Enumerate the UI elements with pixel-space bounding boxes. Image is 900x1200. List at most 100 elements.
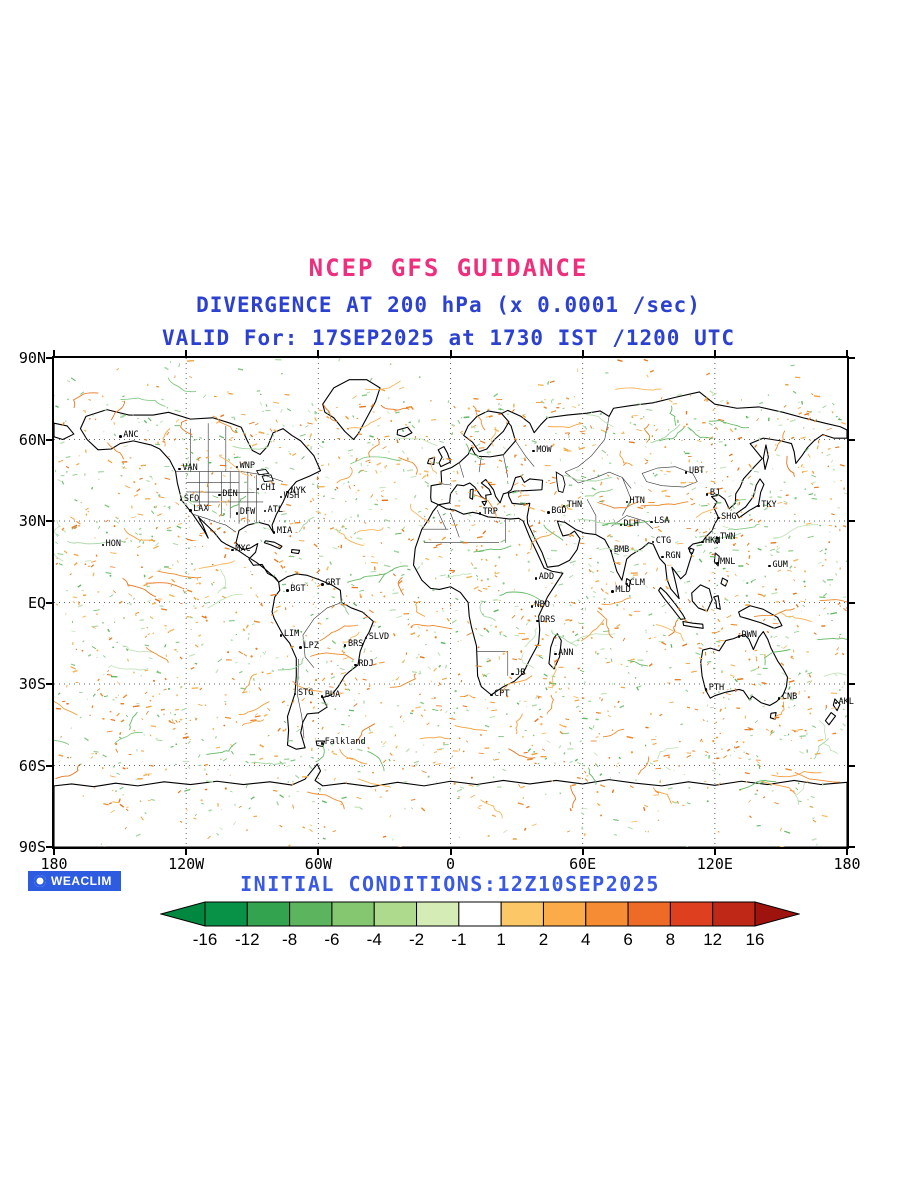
initial-conditions-label: INITIAL CONDITIONS:12Z10SEP2025 <box>240 872 660 896</box>
coastline-java <box>683 622 703 629</box>
coastline-north-america <box>80 410 320 583</box>
caspian-sea <box>556 472 565 492</box>
coastline-africa <box>413 505 562 695</box>
gridlines <box>54 358 847 847</box>
coastline-cuba <box>264 541 282 549</box>
coastline-scandinavia <box>464 411 509 452</box>
axis-tick <box>185 350 188 356</box>
colorbar-scale <box>160 901 800 927</box>
coastline-sakhalin <box>763 445 768 469</box>
axis-tick <box>46 764 52 767</box>
colorbar-segment <box>500 901 544 927</box>
divergence-speckles <box>54 358 847 847</box>
colorbar-tick-label: 8 <box>665 930 676 949</box>
axis-tick <box>53 849 55 855</box>
colorbar-segment <box>669 901 714 927</box>
colorbar-tick-label: -16 <box>192 930 218 949</box>
coastline-sardinia <box>470 489 473 499</box>
colorbar-tick-label: -2 <box>408 930 425 949</box>
colorbar-segment <box>585 901 629 927</box>
axis-tick <box>849 520 855 522</box>
colorbar-segment <box>542 901 587 927</box>
colorbar-segment <box>416 901 460 927</box>
lon-axis-label: 180 <box>833 855 861 873</box>
axis-tick <box>449 350 452 356</box>
weaclim-logo-badge: WEACLIM <box>28 871 121 891</box>
colorbar-tick-label: -4 <box>366 930 382 949</box>
page-title: NCEP GFS GUIDANCE <box>308 254 589 282</box>
colorbar-arrow <box>754 901 800 927</box>
axis-tick <box>46 520 52 522</box>
axis-tick <box>849 846 855 848</box>
colorbar-segment <box>246 901 291 927</box>
colorbar: -16 -12 -8 -6 -4 -2 -1 1 2 4 6 8 12 16 <box>160 901 800 957</box>
colorbar-segment <box>373 901 418 927</box>
axis-tick <box>713 849 716 855</box>
colorbar-tick-label: -6 <box>324 930 340 949</box>
colorbar-segment <box>331 901 375 927</box>
colorbar-tick-label: 2 <box>538 930 549 949</box>
colorbar-tick-label: -8 <box>282 930 298 949</box>
divergence-field-layer <box>54 358 847 847</box>
lake-huron-michigan <box>262 475 273 482</box>
colorbar-tick-label: 4 <box>581 930 591 949</box>
colorbar-segment <box>289 901 333 927</box>
colorbar-tick-label: -1 <box>451 930 467 949</box>
axis-tick <box>581 849 584 855</box>
coastline-borneo <box>692 585 712 611</box>
axis-tick <box>846 849 848 855</box>
colorbar-segment <box>627 901 671 927</box>
axis-tick <box>449 849 452 855</box>
coastline-chukotka-sliver <box>54 423 74 439</box>
lake-superior <box>257 469 269 474</box>
colorbar-segment <box>712 901 756 927</box>
axis-tick <box>53 350 55 356</box>
lat-axis-label: 30N <box>18 512 46 530</box>
axis-tick <box>46 357 52 359</box>
coastline-south-america <box>272 574 373 749</box>
axis-tick <box>849 683 855 685</box>
chart-subtitle: DIVERGENCE AT 200 hPa (x 0.0001 /sec) <box>196 293 701 317</box>
axis-tick <box>849 357 855 359</box>
colorbar-tick-label: -12 <box>235 930 260 949</box>
axis-tick <box>849 764 855 767</box>
axis-tick <box>846 350 848 356</box>
valid-time-label: VALID For: 17SEP2025 at 1730 IST /1200 U… <box>161 326 735 350</box>
lon-axis-label: 60W <box>304 855 332 873</box>
axis-tick <box>713 350 716 356</box>
lon-axis-label: 120E <box>696 855 733 873</box>
lon-axis-label: 0 <box>445 855 456 873</box>
country-borders <box>176 416 698 738</box>
coastline-mindanao <box>721 578 728 586</box>
lat-axis-label: EQ <box>27 593 46 612</box>
lon-axis-label: 120W <box>168 855 205 873</box>
colorbar-tick-label: 16 <box>745 930 765 949</box>
weaclim-logo-text: WEACLIM <box>51 874 112 888</box>
axis-tick <box>185 849 188 855</box>
axis-tick <box>46 683 52 685</box>
lat-axis-label: 90S <box>18 838 46 856</box>
coastline-iceland <box>397 427 412 437</box>
axis-tick <box>317 350 320 356</box>
colorbar-tick-label: 6 <box>623 930 633 949</box>
colorbar-tick-label: 1 <box>496 930 506 949</box>
lat-axis-label: 90N <box>18 349 46 367</box>
coastline-new-guinea <box>739 606 782 629</box>
axis-tick <box>849 601 855 604</box>
axis-tick <box>46 846 52 848</box>
coastline-hispaniola <box>291 550 299 554</box>
coastline-sulawesi <box>714 596 721 610</box>
weaclim-logo-icon <box>34 875 46 887</box>
coastline-sumatra <box>659 588 685 620</box>
axis-tick <box>849 438 855 441</box>
coastline-antarctica <box>54 764 847 847</box>
axis-tick <box>46 601 52 604</box>
coastline-hainan <box>690 548 694 553</box>
coastline-great-britain <box>438 447 450 467</box>
lat-axis-label: 30S <box>18 675 46 693</box>
lon-axis-label: 180 <box>40 855 68 873</box>
colorbar-segment <box>204 901 248 927</box>
colorbar-tick-label: 12 <box>703 930 723 949</box>
coastline-australia <box>701 632 788 706</box>
coastline-sicily <box>482 501 487 505</box>
